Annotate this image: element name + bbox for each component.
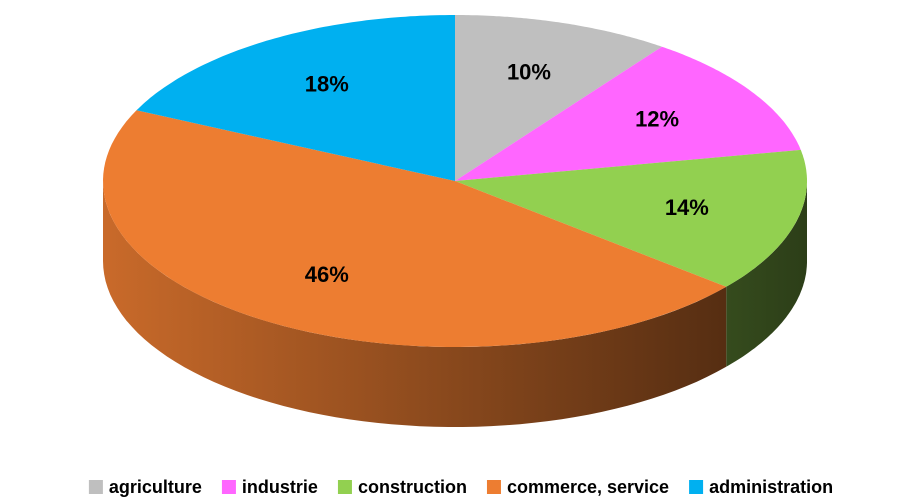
data-label: 18% xyxy=(305,72,349,97)
legend-label: commerce, service xyxy=(507,477,669,497)
legend-swatch xyxy=(88,480,103,494)
pie-side xyxy=(103,181,727,427)
legend-label: agriculture xyxy=(109,477,202,497)
pie-slice xyxy=(455,46,801,182)
legend-label: construction xyxy=(358,477,467,497)
legend-swatch xyxy=(689,480,704,494)
data-label: 10% xyxy=(507,59,551,84)
pie-slice xyxy=(455,15,662,181)
legend-swatch xyxy=(486,480,501,494)
data-label: 46% xyxy=(305,262,349,287)
legend-label: administration xyxy=(709,477,833,497)
data-label: 14% xyxy=(665,195,709,220)
pie-slice xyxy=(455,149,807,287)
data-label: 12% xyxy=(635,106,679,131)
legend-swatch xyxy=(221,480,236,494)
legend-label: industrie xyxy=(242,477,318,497)
pie-side xyxy=(726,181,807,367)
legend-swatch xyxy=(337,480,352,494)
pie-slice xyxy=(103,110,727,347)
pie-slice xyxy=(136,15,455,181)
